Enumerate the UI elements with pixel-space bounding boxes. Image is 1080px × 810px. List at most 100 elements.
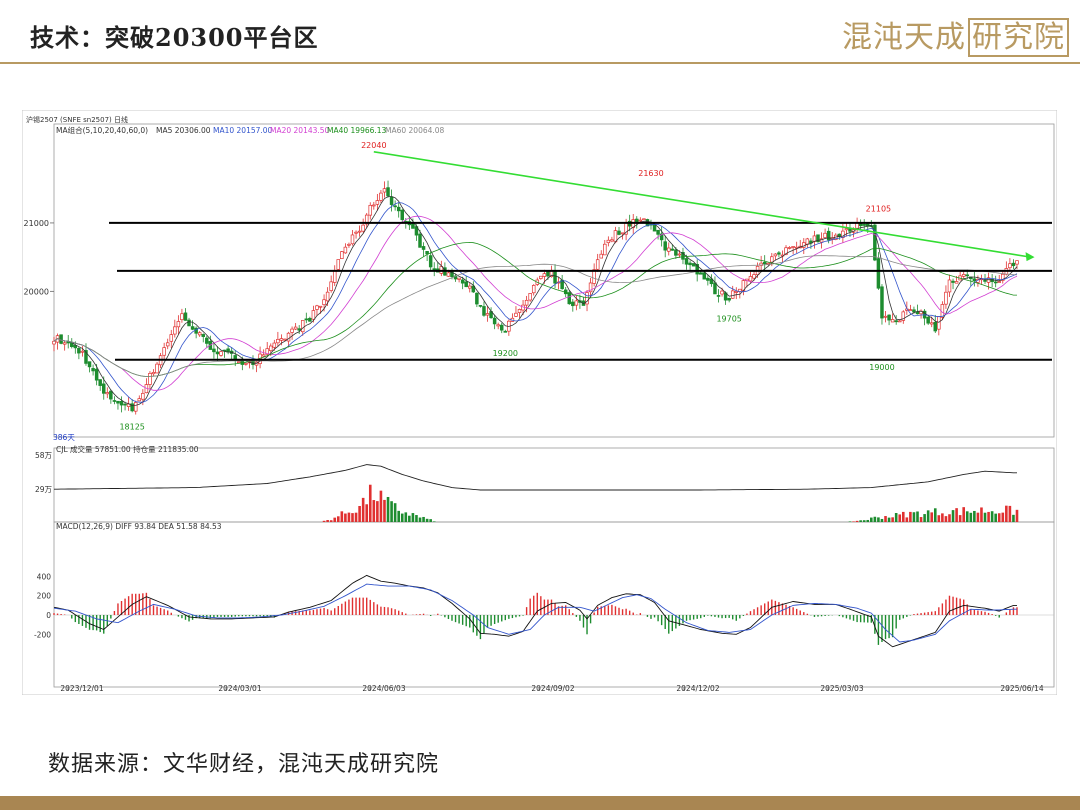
volume-bar bbox=[347, 512, 351, 522]
volume-bar bbox=[965, 511, 969, 522]
volume-bar bbox=[1008, 505, 1012, 522]
candle-body bbox=[212, 348, 216, 353]
candle-body bbox=[823, 232, 827, 238]
candle-body bbox=[990, 278, 994, 283]
candle-body bbox=[382, 188, 387, 193]
candle-body bbox=[524, 299, 529, 306]
candle-body bbox=[396, 206, 401, 212]
candle-body bbox=[62, 342, 67, 345]
candle-body bbox=[283, 338, 287, 341]
volume-tick-label: 58万 bbox=[35, 451, 53, 460]
candle-body bbox=[752, 274, 756, 279]
candle-body bbox=[915, 311, 920, 315]
candle-body bbox=[937, 316, 941, 330]
candle-body bbox=[784, 247, 788, 255]
macd-tick-label: -200 bbox=[34, 630, 51, 639]
candle-body bbox=[802, 242, 806, 248]
candle-body bbox=[325, 291, 330, 302]
candle-body bbox=[656, 229, 660, 235]
candle-body bbox=[997, 281, 1001, 283]
volume-bar bbox=[326, 520, 329, 522]
volume-bar bbox=[379, 490, 383, 522]
candle-body bbox=[787, 247, 792, 249]
candle-body bbox=[112, 400, 117, 402]
candle-body bbox=[873, 224, 877, 261]
candle-body bbox=[972, 278, 977, 281]
candle-body bbox=[485, 313, 490, 316]
candle-body bbox=[1001, 273, 1005, 281]
candle-body bbox=[862, 224, 866, 226]
ma20-line bbox=[53, 215, 1018, 391]
volume-bar bbox=[866, 519, 870, 522]
candle-body bbox=[471, 285, 476, 293]
volume-bar bbox=[891, 517, 894, 522]
volume-bar bbox=[855, 520, 859, 522]
candle-body bbox=[713, 282, 717, 295]
candle-body bbox=[517, 309, 522, 313]
volume-bar bbox=[937, 515, 941, 522]
candle-body bbox=[133, 402, 138, 412]
candle-body bbox=[354, 231, 358, 234]
candle-body bbox=[364, 214, 369, 225]
candle-body bbox=[819, 238, 824, 243]
candle-body bbox=[272, 342, 277, 348]
candle-body bbox=[880, 286, 884, 319]
candle-body bbox=[475, 292, 479, 305]
candle-body bbox=[98, 379, 102, 386]
ma-legend-ma5: MA5 20306.00 bbox=[156, 126, 211, 135]
candle-body bbox=[315, 305, 319, 310]
ma-legend-ma60: MA60 20064.08 bbox=[385, 126, 445, 135]
macd-tick-label: 200 bbox=[37, 592, 52, 601]
candle-body bbox=[702, 272, 707, 280]
candle-body bbox=[155, 363, 159, 374]
volume-bar bbox=[1001, 512, 1005, 522]
candle-body bbox=[130, 403, 134, 412]
volume-bar bbox=[994, 513, 997, 522]
candle-body bbox=[293, 326, 298, 330]
candle-body bbox=[1008, 263, 1012, 269]
volume-bar bbox=[425, 518, 429, 522]
volume-bar bbox=[1015, 509, 1019, 522]
candle-body bbox=[993, 281, 998, 284]
volume-bar bbox=[848, 521, 852, 522]
volume-tick-label: 29万 bbox=[35, 485, 53, 494]
candle-body bbox=[308, 317, 312, 322]
candle-body bbox=[77, 348, 81, 354]
candle-body bbox=[542, 273, 547, 277]
volume-bar bbox=[948, 514, 951, 522]
candle-body bbox=[894, 320, 898, 323]
candle-body bbox=[368, 204, 373, 216]
candle-body bbox=[343, 246, 348, 254]
candle-body bbox=[329, 281, 333, 291]
candle-body bbox=[137, 398, 142, 402]
candle-body bbox=[610, 239, 614, 242]
candle-body bbox=[695, 264, 699, 275]
candle-body bbox=[897, 320, 902, 323]
volume-bar bbox=[340, 511, 344, 522]
volume-bar bbox=[894, 512, 898, 522]
candle-body bbox=[855, 222, 859, 229]
candle-body bbox=[357, 230, 362, 233]
volume-bar bbox=[358, 505, 361, 522]
candle-body bbox=[386, 187, 390, 197]
candle-body bbox=[389, 196, 394, 205]
candle-body bbox=[418, 233, 422, 248]
candle-body bbox=[59, 334, 63, 344]
price-annotation: 19200 bbox=[493, 349, 518, 358]
chart-frame bbox=[22, 110, 1057, 695]
candle-body bbox=[642, 218, 646, 221]
candle-body bbox=[215, 351, 220, 355]
candle-body bbox=[496, 324, 500, 327]
candle-body bbox=[162, 347, 166, 356]
candle-body bbox=[844, 228, 849, 231]
candle-body bbox=[425, 251, 429, 255]
candle-body bbox=[165, 342, 170, 347]
candle-body bbox=[52, 340, 56, 345]
candle-body bbox=[379, 192, 383, 201]
candle-body bbox=[84, 350, 88, 364]
candle-body bbox=[539, 275, 543, 279]
candle-body bbox=[340, 251, 344, 259]
candle-body bbox=[322, 299, 326, 306]
volume-bar bbox=[329, 520, 333, 522]
candle-body bbox=[674, 249, 678, 256]
